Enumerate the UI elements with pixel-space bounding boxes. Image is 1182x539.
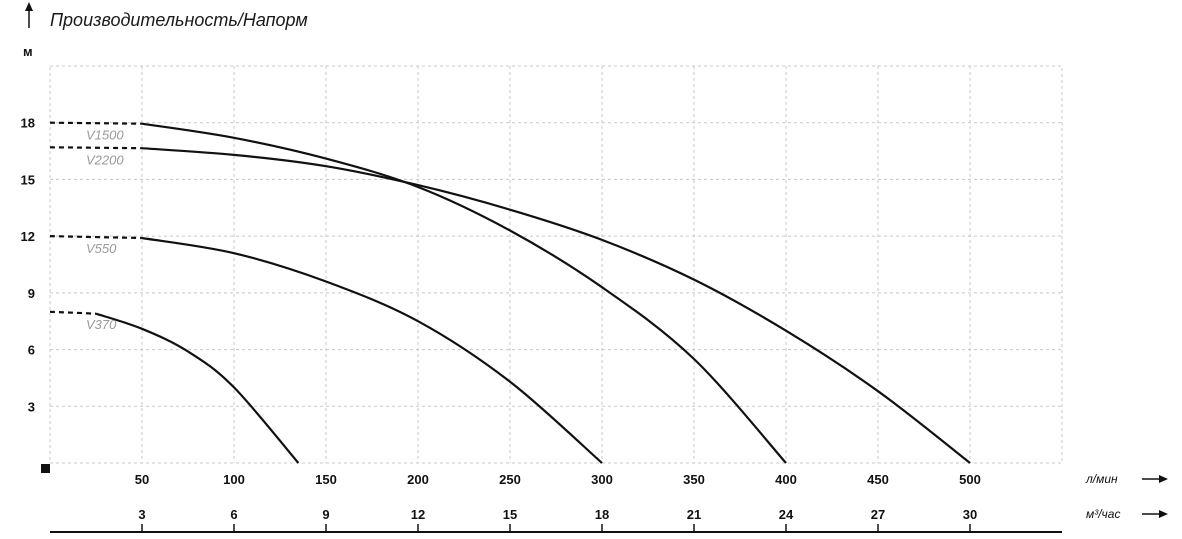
origin-marker: [41, 464, 50, 473]
y-axis-label: м: [23, 44, 33, 59]
chart-title: Производительность/Напорм: [50, 10, 308, 30]
x2-unit-arrow: [1142, 510, 1168, 518]
y-tick-label: 12: [21, 229, 35, 244]
series-labels: V1500 V2200 V550 V370: [86, 128, 124, 332]
grid: [49, 65, 1063, 464]
series-v2200-line: [141, 147, 971, 464]
series-label-v1500: V1500: [86, 128, 124, 143]
x2-unit-label: м³/час: [1086, 507, 1120, 521]
x2-tick-label: 6: [230, 507, 237, 522]
x2-tick-label: 15: [503, 507, 517, 522]
x-tick-labels: 50 100 150 200 250 300 350 400 450 500: [135, 472, 981, 487]
x2-tick-label: 27: [871, 507, 885, 522]
x-tick-label: 500: [959, 472, 981, 487]
series-v1500-line: [141, 122, 787, 464]
series-v2200-dashed: [49, 146, 143, 150]
x-tick-label: 50: [135, 472, 149, 487]
series-label-v2200: V2200: [86, 152, 124, 167]
x-tick-label: 100: [223, 472, 245, 487]
x2-tick-label: 30: [963, 507, 977, 522]
series-curves: [49, 121, 971, 464]
x-tick-label: 300: [591, 472, 613, 487]
y-tick-label: 18: [21, 116, 35, 131]
x-tick-label: 400: [775, 472, 797, 487]
x-tick-label: 150: [315, 472, 337, 487]
y-tick-labels: 3 6 9 12 15 18: [21, 116, 35, 415]
y-tick-label: 9: [28, 286, 35, 301]
series-label-v370: V370: [86, 317, 117, 332]
x2-tick-label: 3: [138, 507, 145, 522]
series-v1500-dashed: [49, 121, 143, 125]
y-tick-label: 6: [28, 343, 35, 358]
y-axis-arrow: [25, 2, 33, 28]
series-v550-line: [141, 236, 603, 464]
x2-tick-label: 24: [779, 507, 794, 522]
y-tick-label: 3: [28, 399, 35, 414]
x2-tick-labels: 3 6 9 12 15 18 21 24 27 30: [138, 507, 977, 532]
series-v370-dashed: [49, 310, 97, 315]
x-tick-label: 450: [867, 472, 889, 487]
grid-frame: [49, 65, 1063, 464]
y-tick-label: 15: [21, 172, 35, 187]
x2-tick-label: 18: [595, 507, 609, 522]
x2-tick-label: 9: [322, 507, 329, 522]
x-unit-label: л/мин: [1085, 472, 1118, 486]
series-v370-line: [95, 312, 300, 464]
x-tick-label: 350: [683, 472, 705, 487]
x-unit-arrow: [1142, 475, 1168, 483]
series-label-v550: V550: [86, 241, 117, 256]
x-tick-label: 200: [407, 472, 429, 487]
x2-tick-label: 21: [687, 507, 701, 522]
x2-tick-label: 12: [411, 507, 425, 522]
x-tick-label: 250: [499, 472, 521, 487]
series-v550-dashed: [49, 235, 143, 240]
